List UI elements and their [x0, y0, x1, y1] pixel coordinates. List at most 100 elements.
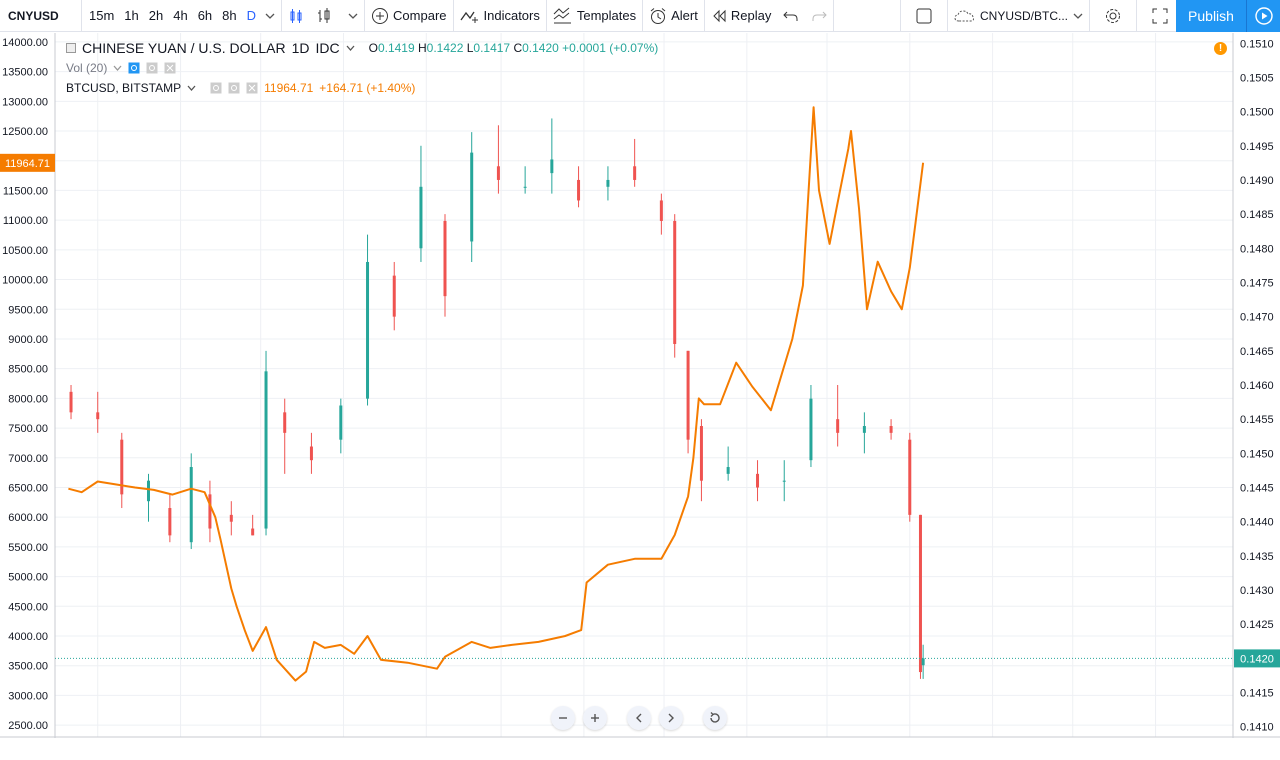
candle-body: [251, 528, 255, 536]
right-tick-label: 0.1425: [1240, 619, 1274, 631]
candle-body: [264, 371, 268, 529]
candle-body: [168, 508, 172, 536]
reset-chart-button[interactable]: [703, 706, 727, 730]
series-title: CHINESE YUAN / U.S. DOLLAR: [82, 40, 286, 56]
rewind-icon: [711, 9, 727, 23]
settings-icon[interactable]: [146, 62, 158, 74]
candle-body: [470, 152, 474, 242]
candle-body: [419, 186, 423, 249]
symbol-search[interactable]: CNYUSD: [0, 0, 82, 32]
compare-item: Compare: [365, 0, 452, 32]
close-icon[interactable]: [164, 62, 176, 74]
scroll-left-button[interactable]: [627, 706, 651, 730]
templates-icon: [553, 7, 573, 25]
undo-icon[interactable]: [777, 0, 805, 32]
series-exchange: IDC: [315, 40, 340, 56]
indicators-item: Indicators: [454, 0, 546, 32]
alert-button[interactable]: Alert: [643, 0, 705, 32]
cnyusd-candles: [69, 118, 925, 679]
candle-body: [756, 473, 760, 488]
candle: [550, 118, 554, 194]
publish-button[interactable]: Publish: [1176, 0, 1246, 32]
left-tick-label: 5500.00: [8, 542, 48, 554]
play-circle-icon[interactable]: [1246, 0, 1280, 32]
left-tick-label: 13000.00: [2, 96, 48, 108]
zoom-out-button[interactable]: [551, 706, 575, 730]
interval-2h[interactable]: 2h: [148, 8, 164, 23]
replay-button[interactable]: Replay: [705, 0, 777, 32]
close-icon[interactable]: [246, 82, 258, 94]
left-tick-label: 5000.00: [8, 572, 48, 584]
alert-badge-icon[interactable]: !: [1214, 42, 1227, 55]
chevron-down-icon[interactable]: [346, 45, 355, 51]
zoom-in-button[interactable]: [583, 706, 607, 730]
cloud-icon: [954, 9, 976, 23]
candle: [756, 460, 760, 502]
candles-icon[interactable]: [282, 0, 310, 32]
chevron-down-icon[interactable]: [113, 65, 122, 71]
candle-body: [782, 480, 786, 482]
layout-selector[interactable]: CNYUSD/BTC...: [948, 0, 1090, 32]
compare-label: Compare: [393, 8, 447, 23]
btc-price-line: [68, 106, 925, 682]
indicators-button[interactable]: Indicators: [454, 0, 547, 32]
settings-icon[interactable]: [228, 82, 240, 94]
gear-icon[interactable]: [1090, 0, 1137, 32]
candle: [523, 166, 527, 194]
templates-button[interactable]: Templates: [547, 0, 644, 32]
chevron-down-icon[interactable]: [261, 0, 279, 32]
fullscreen-square-icon[interactable]: [900, 0, 948, 32]
top-toolbar: CNYUSD 15m 1h 2h 4h 6h 8h D Compare Ind: [0, 0, 1280, 32]
interval-d[interactable]: D: [246, 8, 257, 23]
chevron-down-icon[interactable]: [187, 85, 196, 91]
chevron-down-icon: [1073, 13, 1083, 19]
left-tick-label: 3500.00: [8, 661, 48, 673]
interval-1h[interactable]: 1h: [124, 8, 139, 23]
interval-4h[interactable]: 4h: [173, 8, 188, 23]
left-tick-label: 9500.00: [8, 304, 48, 316]
left-tick-label: 4500.00: [8, 601, 48, 613]
right-tick-label: 0.1455: [1240, 414, 1274, 426]
price-chart[interactable]: 14000.0013500.0013000.0012500.0012000.00…: [0, 33, 1280, 738]
left-price-axis[interactable]: 14000.0013500.0013000.0012500.0012000.00…: [2, 37, 48, 732]
alert-item: Alert: [643, 0, 704, 32]
interval-6h[interactable]: 6h: [197, 8, 213, 23]
btc-line: [68, 106, 925, 682]
collapse-legend-icon[interactable]: [66, 43, 76, 53]
replay-group: Replay: [705, 0, 835, 32]
right-tick-label: 0.1430: [1240, 585, 1274, 597]
candle: [606, 166, 610, 201]
candle: [146, 473, 150, 522]
redo-icon[interactable]: [805, 0, 833, 32]
candle: [809, 385, 813, 468]
volume-legend: Vol (20): [66, 58, 658, 78]
compare-button[interactable]: Compare: [365, 0, 454, 32]
ohlc-values: O0.1419 H0.1422 L0.1417 C0.1420 +0.0001 …: [369, 41, 659, 55]
interval-8h[interactable]: 8h: [222, 8, 237, 23]
candle: [419, 145, 423, 262]
candle-body: [606, 179, 610, 187]
right-tick-label: 0.1470: [1240, 312, 1274, 324]
eye-icon[interactable]: [128, 62, 140, 74]
chart-style-group: [282, 0, 366, 32]
candle: [366, 234, 370, 406]
candle-body: [283, 412, 287, 433]
candle-body: [339, 405, 343, 440]
close-value: 0.1420: [522, 41, 559, 55]
candle: [921, 644, 925, 679]
btc-last-value: 11964.71: [264, 81, 314, 95]
candle: [470, 132, 474, 262]
scroll-right-button[interactable]: [659, 706, 683, 730]
high-value: 0.1422: [426, 41, 464, 55]
bar-style-icon[interactable]: [310, 0, 342, 32]
candle: [699, 419, 703, 502]
right-price-axis[interactable]: 0.1510 0.1505 0.1500 0.1495 0.1490 0.1485 0.14…: [1240, 38, 1274, 733]
eye-icon[interactable]: [210, 82, 222, 94]
left-tick-label: 11000.00: [3, 215, 48, 227]
chevron-down-icon[interactable]: [342, 0, 364, 32]
interval-15m[interactable]: 15m: [89, 8, 115, 23]
candle: [633, 138, 637, 187]
candle-body: [96, 412, 100, 420]
nav-spacer: [615, 706, 619, 730]
candle-body: [908, 439, 912, 515]
